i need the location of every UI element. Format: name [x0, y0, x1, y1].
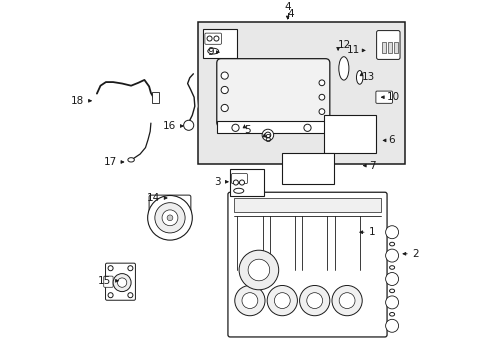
Bar [233, 198, 381, 212]
Circle shape [331, 285, 362, 316]
Text: 16: 16 [163, 121, 176, 131]
Text: 8: 8 [264, 134, 270, 144]
Ellipse shape [389, 242, 394, 246]
Circle shape [127, 293, 133, 298]
FancyBboxPatch shape [105, 263, 135, 300]
Circle shape [183, 120, 193, 130]
Ellipse shape [356, 71, 362, 84]
Circle shape [318, 109, 324, 114]
Text: 5: 5 [244, 125, 251, 135]
Text: 10: 10 [386, 92, 399, 102]
Circle shape [303, 124, 310, 131]
Text: 17: 17 [103, 157, 117, 167]
Circle shape [274, 293, 289, 309]
Text: 4: 4 [287, 9, 294, 19]
Text: 13: 13 [361, 72, 374, 82]
Circle shape [108, 293, 113, 298]
Circle shape [206, 36, 212, 41]
Circle shape [318, 80, 324, 86]
Circle shape [233, 180, 238, 185]
Text: 12: 12 [337, 40, 351, 50]
Text: 4: 4 [284, 1, 290, 12]
Text: 3: 3 [214, 177, 221, 187]
Circle shape [385, 273, 398, 285]
Circle shape [239, 250, 278, 290]
Text: 15: 15 [98, 276, 111, 286]
Bar [205, 34, 220, 43]
Circle shape [147, 195, 192, 240]
Circle shape [155, 203, 185, 233]
Ellipse shape [207, 48, 218, 54]
Ellipse shape [338, 57, 348, 80]
Circle shape [262, 129, 273, 141]
Bar [382, 42, 385, 53]
Circle shape [385, 319, 398, 332]
Circle shape [266, 285, 297, 316]
Text: 2: 2 [411, 249, 418, 259]
Circle shape [117, 278, 126, 287]
Circle shape [167, 215, 172, 221]
Circle shape [234, 285, 264, 316]
Circle shape [231, 124, 239, 131]
FancyBboxPatch shape [204, 33, 221, 44]
Ellipse shape [389, 266, 394, 269]
Bar [197, 22, 404, 164]
FancyBboxPatch shape [149, 195, 190, 212]
FancyBboxPatch shape [231, 174, 247, 184]
Bar [282, 153, 334, 184]
Circle shape [264, 132, 270, 138]
Text: 18: 18 [71, 96, 84, 106]
Circle shape [108, 266, 113, 271]
Circle shape [242, 293, 257, 309]
Circle shape [306, 293, 322, 309]
Text: 11: 11 [346, 45, 359, 55]
Circle shape [385, 226, 398, 239]
Circle shape [213, 36, 219, 41]
Circle shape [221, 104, 228, 112]
Text: 14: 14 [146, 193, 160, 203]
Ellipse shape [127, 158, 134, 162]
FancyBboxPatch shape [227, 192, 386, 337]
Circle shape [299, 285, 329, 316]
Text: 9: 9 [207, 47, 213, 57]
Circle shape [385, 249, 398, 262]
Text: 1: 1 [368, 227, 375, 237]
Ellipse shape [389, 289, 394, 293]
FancyBboxPatch shape [216, 59, 329, 127]
FancyBboxPatch shape [375, 91, 392, 103]
Circle shape [239, 180, 244, 185]
Bar [217, 121, 328, 133]
FancyBboxPatch shape [376, 31, 399, 59]
Circle shape [385, 296, 398, 309]
Bar [323, 115, 375, 153]
Circle shape [247, 259, 269, 281]
Bar [152, 92, 159, 103]
Bar [203, 29, 237, 58]
FancyBboxPatch shape [103, 276, 113, 287]
Text: 6: 6 [387, 135, 394, 145]
Circle shape [221, 72, 228, 79]
Circle shape [318, 94, 324, 100]
Bar [229, 169, 264, 196]
Ellipse shape [233, 188, 244, 193]
Bar [387, 42, 391, 53]
Circle shape [127, 266, 133, 271]
Circle shape [339, 293, 354, 309]
Bar [393, 42, 397, 53]
Ellipse shape [389, 312, 394, 316]
Circle shape [221, 86, 228, 94]
Circle shape [113, 274, 131, 292]
Circle shape [162, 210, 178, 226]
Text: 7: 7 [368, 161, 375, 171]
